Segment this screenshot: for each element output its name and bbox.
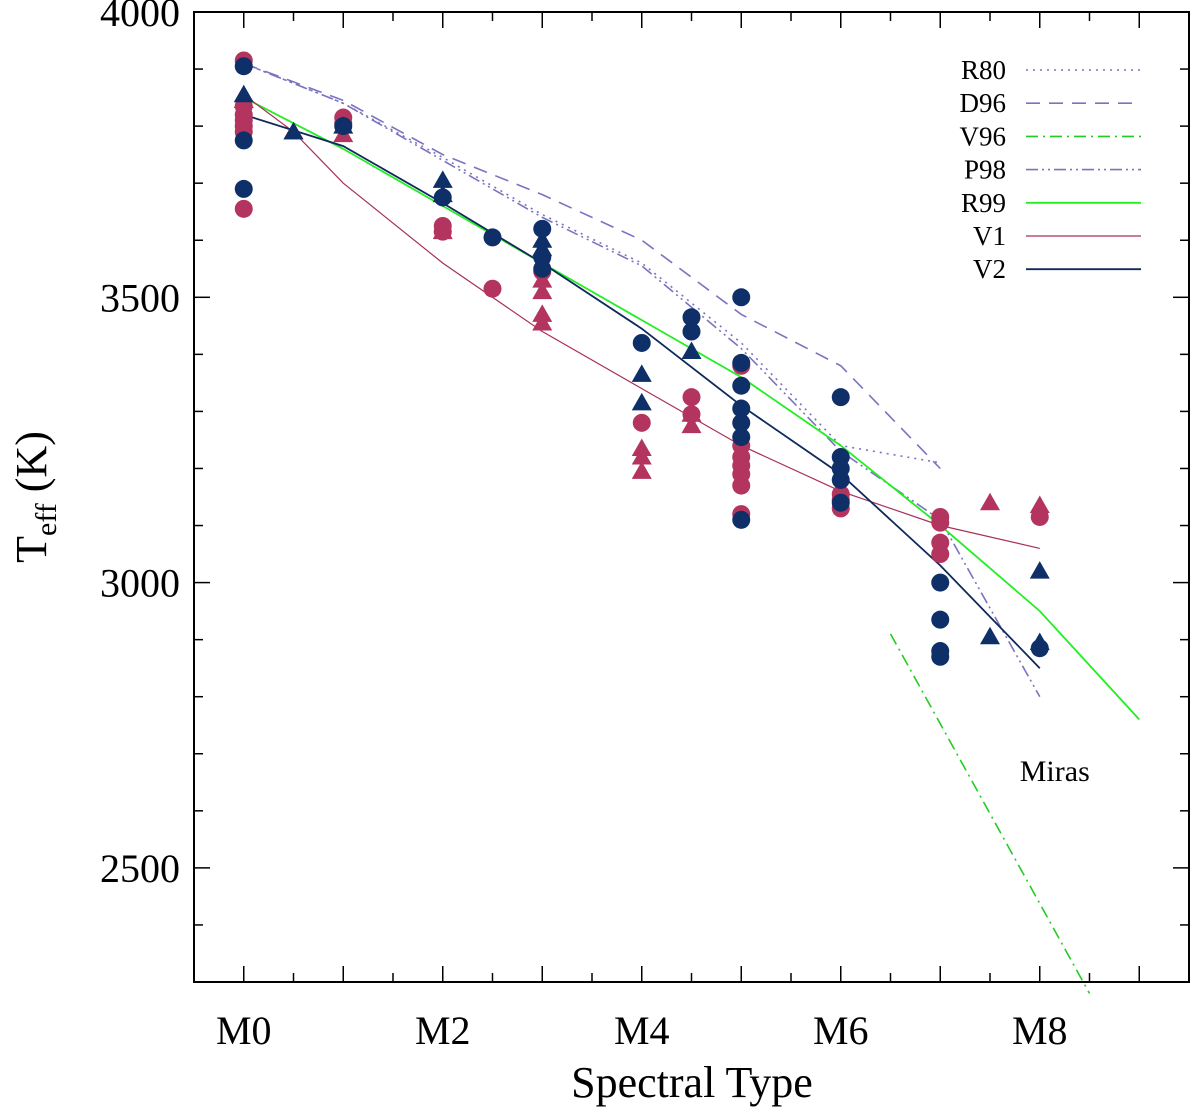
- y-tick-label: 3000: [100, 561, 180, 606]
- x-tick-label: M4: [614, 1008, 670, 1053]
- x-axis-title: Spectral Type: [571, 1058, 813, 1107]
- navy-circle-point: [682, 322, 701, 341]
- navy-circle-point: [732, 413, 751, 432]
- navy-circle-point: [682, 308, 701, 327]
- legend-label-v2: V2: [973, 254, 1006, 284]
- navy-circle-point: [831, 470, 850, 489]
- navy-circle-point: [234, 131, 253, 150]
- navy-circle-point: [831, 388, 850, 407]
- legend-label-r80: R80: [961, 55, 1006, 85]
- pink-circle-point: [632, 413, 651, 432]
- pink-circle-point: [483, 279, 502, 298]
- navy-circle-point: [234, 179, 253, 198]
- navy-circle-point: [732, 353, 751, 372]
- navy-circle-point: [1030, 639, 1049, 658]
- x-tick-labels: M0 M2 M4 M6 M8: [216, 1008, 1068, 1053]
- navy-circle-point: [831, 493, 850, 512]
- navy-circle-point: [732, 510, 751, 529]
- navy-circle-point: [931, 647, 950, 666]
- legend-label-d96: D96: [960, 88, 1007, 118]
- navy-triangle-point: [432, 170, 453, 188]
- series-line-v2: [243, 113, 1041, 669]
- navy-circle-point: [732, 376, 751, 395]
- miras-annotation: Miras: [1020, 755, 1090, 788]
- y-axis-title: Teff (K): [7, 431, 63, 563]
- data-markers: [233, 51, 1050, 666]
- navy-circle-point: [533, 219, 552, 238]
- navy-circle-point: [732, 428, 751, 447]
- series-line-v96: [889, 633, 1091, 994]
- series-line-v1: [243, 94, 1040, 549]
- navy-circle-point: [931, 610, 950, 629]
- navy-triangle-point: [631, 392, 652, 411]
- y-tick-labels: 2500 3000 3500 4000: [100, 0, 180, 891]
- navy-circle-point: [732, 399, 751, 418]
- pink-triangle-point: [631, 447, 652, 465]
- y-axis-title-sub: eff: [30, 503, 63, 536]
- pink-circle-point: [931, 545, 950, 564]
- navy-circle-point: [334, 117, 353, 136]
- pink-triangle-point: [681, 404, 702, 422]
- y-tick-label: 4000: [100, 0, 180, 35]
- series-line-r80: [243, 62, 941, 464]
- navy-triangle-point: [1029, 561, 1050, 579]
- pink-triangle-point: [631, 461, 652, 479]
- y-axis-title-main: T: [7, 536, 56, 563]
- y-tick-label: 2500: [100, 846, 180, 891]
- navy-triangle-point: [283, 121, 304, 140]
- x-tick-label: M0: [216, 1008, 272, 1053]
- navy-circle-point: [533, 259, 552, 278]
- pink-triangle-point: [532, 270, 553, 288]
- pink-circle-point: [234, 199, 253, 218]
- navy-circle-point: [732, 288, 751, 307]
- y-axis-title-unit: (K): [7, 431, 56, 503]
- legend-label-v1: V1: [973, 221, 1006, 251]
- axis-ticks: [193, 11, 1190, 983]
- pink-triangle-point: [432, 221, 453, 240]
- series-line-p98: [243, 62, 1041, 698]
- x-tick-label: M8: [1012, 1008, 1068, 1053]
- pink-triangle-point: [681, 415, 702, 434]
- x-tick-label: M6: [813, 1008, 869, 1053]
- navy-triangle-point: [631, 364, 652, 382]
- pink-triangle-point: [532, 312, 553, 331]
- series-line-d96: [243, 62, 941, 470]
- legend-label-v96: V96: [960, 121, 1007, 151]
- navy-circle-point: [433, 188, 452, 207]
- pink-triangle-point: [1029, 495, 1050, 514]
- navy-circle-point: [234, 57, 253, 76]
- navy-triangle-point: [233, 84, 254, 103]
- navy-triangle-point: [681, 341, 702, 359]
- navy-triangle-point: [980, 626, 1000, 645]
- pink-circle-point: [931, 513, 950, 532]
- pink-circle-point: [682, 388, 701, 407]
- navy-circle-point: [931, 573, 950, 592]
- pink-triangle-point: [980, 492, 1000, 511]
- legend-label-p98: P98: [964, 155, 1006, 185]
- x-tick-label: M2: [415, 1008, 471, 1053]
- legend-label-r99: R99: [961, 188, 1006, 218]
- pink-triangle-point: [532, 281, 553, 300]
- y-tick-label: 3500: [100, 275, 180, 320]
- navy-circle-point: [632, 333, 651, 352]
- navy-circle-point: [483, 228, 502, 247]
- pink-circle-point: [732, 476, 751, 495]
